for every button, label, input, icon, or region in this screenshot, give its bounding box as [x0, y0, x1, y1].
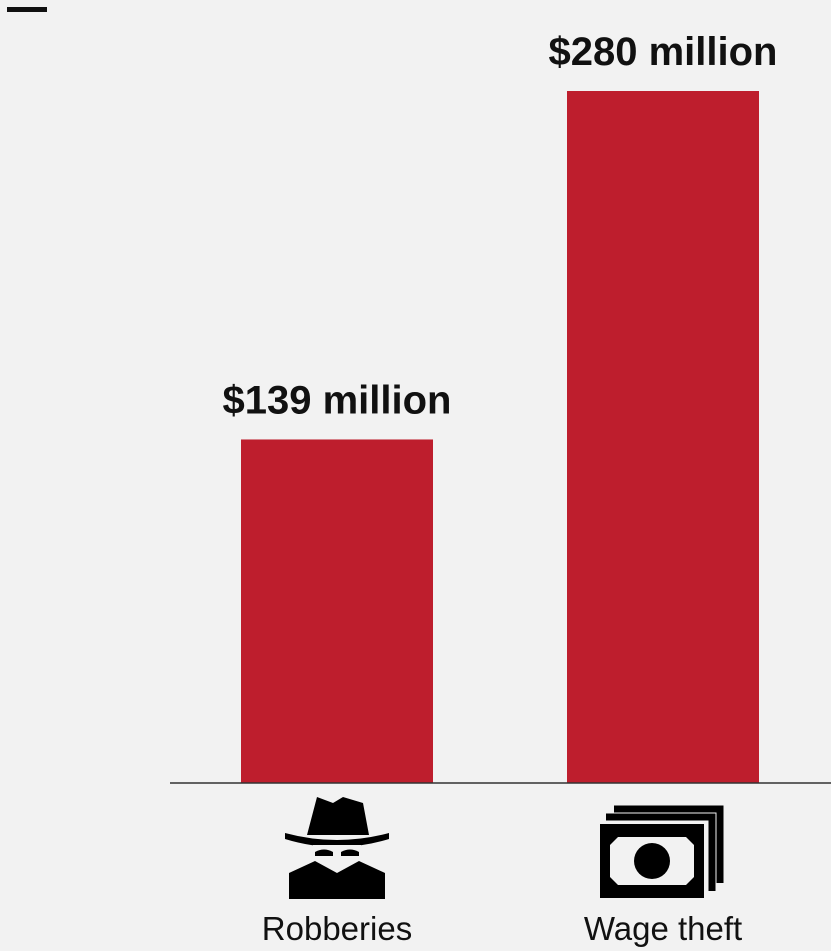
value-label-wage-theft: $280 million: [549, 30, 778, 74]
bars-group: [241, 91, 759, 783]
category-label-wage-theft: Wage theft: [584, 910, 742, 947]
category-labels-group: Robberies Wage theft: [262, 910, 742, 947]
burglar-icon: [285, 797, 389, 899]
top-dash-mark: [7, 7, 47, 12]
bar-robberies: [241, 439, 433, 783]
bar-wage-theft: [567, 91, 759, 783]
value-label-robberies: $139 million: [223, 378, 452, 422]
category-label-robberies: Robberies: [262, 910, 412, 947]
cash-icon: [600, 805, 724, 898]
value-labels-group: $139 million $280 million: [223, 30, 778, 422]
